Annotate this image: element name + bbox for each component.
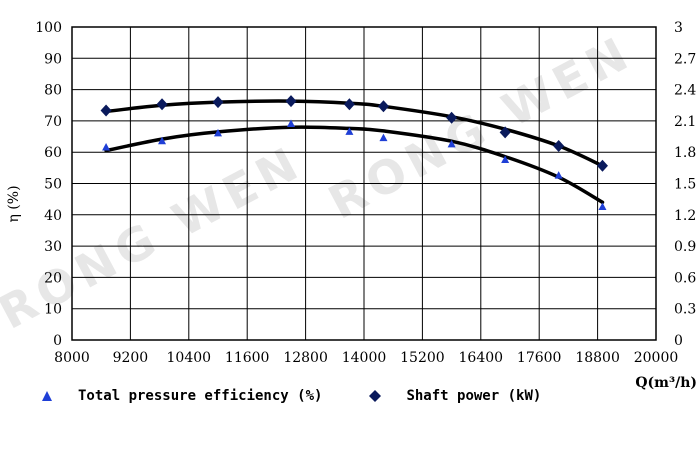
data-point-efficiency [447, 139, 456, 148]
plot-frame [71, 26, 657, 341]
y2-tick-label: 1.5 [674, 177, 696, 193]
y-tick-label: 60 [44, 145, 62, 161]
data-point-shaft-power [285, 95, 297, 108]
data-point-efficiency [214, 128, 222, 137]
data-point-shaft-power [343, 98, 355, 111]
y2-tick-label: 0.9 [674, 239, 696, 255]
triangle-marker-icon [42, 391, 52, 401]
y-tick-label: 70 [44, 114, 62, 130]
data-point-efficiency [345, 127, 354, 135]
x-tick-label: 18800 [575, 350, 620, 366]
y2-axis-ticks: 0 0.3 0.6 0.9 1.2 1.5 1.8 2.1 2.4 2.7 3 [674, 20, 696, 349]
data-point-efficiency [379, 133, 388, 142]
y2-tick-label: 0 [674, 333, 683, 349]
data-point-efficiency [287, 119, 295, 128]
x-tick-label: 12800 [283, 350, 328, 366]
watermark: RONG WEN RONG WEN [0, 25, 641, 340]
data-point-shaft-power [377, 100, 389, 113]
data-point-shaft-power [596, 159, 608, 172]
data-point-shaft-power [499, 126, 511, 139]
diamond-marker-icon [369, 390, 382, 402]
data-point-efficiency [501, 155, 510, 164]
y2-tick-label: 3 [674, 20, 683, 36]
y-axis-ticks: 0 10 20 30 40 50 60 70 80 90 100 [35, 20, 62, 349]
x-axis-label: Q(m³/h) [635, 375, 697, 391]
y-tick-label: 30 [44, 239, 62, 255]
legend-label-shaft-power: Shaft power (kW) [406, 388, 542, 404]
series [100, 95, 608, 210]
legend-item-shaft-power: Shaft power (kW) [368, 388, 541, 404]
y2-tick-label: 2.1 [674, 114, 696, 130]
y-tick-label: 40 [44, 208, 62, 224]
data-point-shaft-power [156, 98, 168, 111]
grid [72, 27, 656, 340]
y-tick-label: 20 [44, 270, 62, 286]
y2-tick-label: 0.3 [674, 302, 696, 318]
x-tick-label: 8000 [54, 350, 90, 366]
x-tick-label: 16400 [459, 350, 504, 366]
data-point-efficiency [158, 136, 167, 145]
data-point-shaft-power [212, 96, 224, 109]
y-tick-label: 10 [44, 302, 62, 318]
y2-tick-label: 0.6 [674, 270, 696, 286]
y-tick-label: 0 [53, 333, 62, 349]
y-axis-label: η (%) [6, 185, 22, 222]
legend-item-efficiency: Total pressure efficiency (%) [40, 388, 322, 404]
x-tick-label: 20000 [634, 350, 679, 366]
data-point-shaft-power [446, 111, 458, 124]
y-tick-label: 100 [35, 20, 62, 36]
data-point-efficiency [554, 171, 563, 179]
x-tick-label: 17600 [517, 350, 562, 366]
x-tick-label: 10400 [167, 350, 212, 366]
data-point-efficiency [102, 143, 111, 151]
data-point-shaft-power [100, 104, 112, 117]
x-tick-label: 14000 [342, 350, 387, 366]
legend: Total pressure efficiency (%) Shaft powe… [40, 388, 587, 404]
y2-tick-label: 1.8 [674, 145, 696, 161]
y2-tick-label: 2.4 [674, 83, 696, 99]
series-line-shaft-power [104, 99, 605, 168]
y-tick-label: 50 [44, 177, 62, 193]
x-tick-label: 9200 [113, 350, 149, 366]
y2-tick-label: 1.2 [674, 208, 696, 224]
y-tick-label: 90 [44, 51, 62, 67]
series-line-efficiency [104, 125, 605, 205]
x-tick-label: 15200 [400, 350, 445, 366]
data-point-shaft-power [553, 139, 565, 152]
y-tick-label: 80 [44, 83, 62, 99]
x-tick-label: 11600 [225, 350, 270, 366]
x-axis-ticks: 8000 9200 10400 11600 12800 14000 15200 16400 17… [54, 350, 678, 366]
legend-label-efficiency: Total pressure efficiency (%) [78, 388, 323, 404]
data-point-efficiency [598, 202, 607, 210]
y2-tick-label: 2.7 [674, 51, 696, 67]
